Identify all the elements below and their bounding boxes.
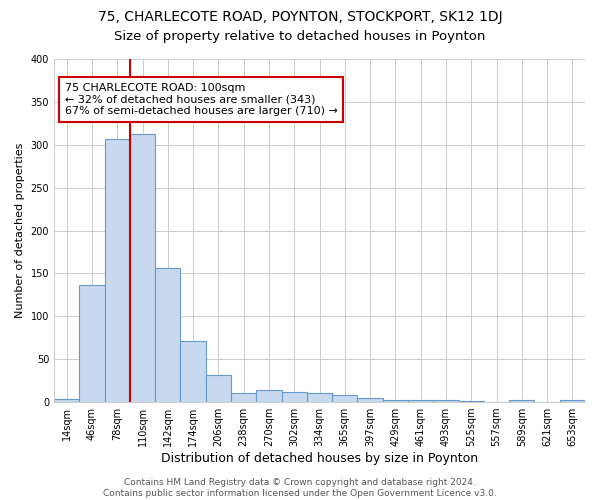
- Bar: [130, 134, 155, 402]
- Text: 75, CHARLECOTE ROAD, POYNTON, STOCKPORT, SK12 1DJ: 75, CHARLECOTE ROAD, POYNTON, STOCKPORT,…: [98, 10, 502, 24]
- Bar: [408, 400, 433, 402]
- Y-axis label: Number of detached properties: Number of detached properties: [15, 143, 25, 318]
- Bar: [79, 286, 104, 402]
- Bar: [54, 398, 79, 402]
- Text: Size of property relative to detached houses in Poynton: Size of property relative to detached ho…: [115, 30, 485, 43]
- Bar: [307, 392, 332, 402]
- Bar: [206, 374, 231, 402]
- Bar: [560, 400, 585, 402]
- Text: 75 CHARLECOTE ROAD: 100sqm
← 32% of detached houses are smaller (343)
67% of sem: 75 CHARLECOTE ROAD: 100sqm ← 32% of deta…: [65, 83, 338, 116]
- Bar: [281, 392, 307, 402]
- Text: Contains HM Land Registry data © Crown copyright and database right 2024.
Contai: Contains HM Land Registry data © Crown c…: [103, 478, 497, 498]
- Bar: [383, 400, 408, 402]
- Bar: [332, 395, 358, 402]
- X-axis label: Distribution of detached houses by size in Poynton: Distribution of detached houses by size …: [161, 452, 478, 465]
- Bar: [458, 401, 484, 402]
- Bar: [104, 139, 130, 402]
- Bar: [181, 341, 206, 402]
- Bar: [433, 400, 458, 402]
- Bar: [358, 398, 383, 402]
- Bar: [231, 392, 256, 402]
- Bar: [155, 268, 181, 402]
- Bar: [256, 390, 281, 402]
- Bar: [509, 400, 535, 402]
